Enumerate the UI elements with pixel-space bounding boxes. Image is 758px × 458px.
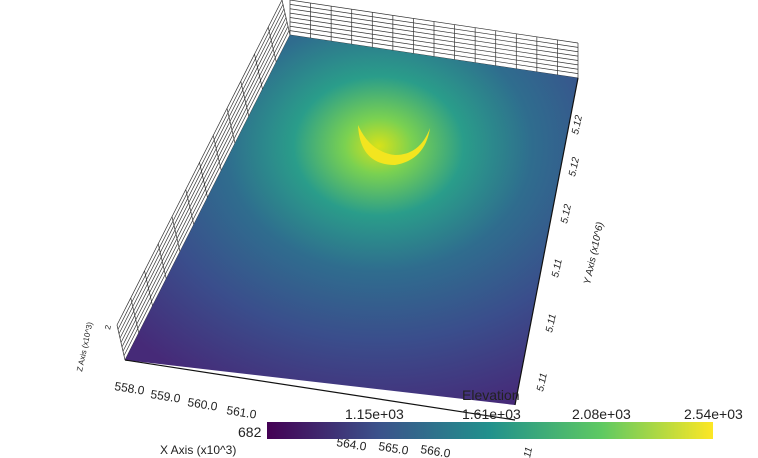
colorbar-tick-label: 1.61e+03	[462, 406, 521, 422]
z-axis-title: Z Axis (x10^3)	[75, 321, 94, 373]
colorbar-tick-label: 1.15e+03	[345, 406, 404, 422]
y-tick-label: 5.12	[567, 156, 582, 178]
terrain-surface	[125, 35, 578, 405]
x-tick-labels: 558.0 559.0 560.0 561.0 564.0 565.0 566.…	[114, 379, 452, 458]
x-tick-label: 566.0	[420, 442, 452, 458]
x-tick-label: 559.0	[150, 387, 182, 406]
grid-line	[116, 0, 283, 326]
crater-rim	[358, 125, 430, 165]
grid-line	[289, 12, 579, 57]
grid-line	[118, 8, 285, 334]
y-tick-label: 5.11	[535, 372, 550, 393]
x-tick-label: 561.0	[226, 403, 258, 422]
grid-line	[289, 21, 579, 66]
grid-line	[289, 0, 579, 44]
y-tick-label: 11	[522, 446, 535, 458]
y-tick-label: 5.11	[550, 258, 565, 279]
grid-line	[289, 4, 579, 48]
grid-line	[289, 17, 579, 61]
grid-line	[121, 21, 288, 348]
grid-line	[120, 17, 287, 343]
grid-line	[289, 8, 579, 53]
y-axis-title: Y Axis (x10^6)	[582, 221, 606, 286]
colorbar: Elevation 682 1.15e+03 1.61e+03 2.08e+03…	[238, 387, 743, 440]
grid-line	[122, 26, 289, 352]
y-tick-label: 5.12	[559, 203, 574, 225]
x-tick-label: 558.0	[114, 379, 146, 398]
y-tick-label: 5.12	[570, 114, 585, 136]
y-axis-line	[514, 77, 579, 406]
colorbar-title: Elevation	[462, 387, 520, 403]
grid-line	[123, 30, 290, 356]
colorbar-tick-label: 2.08e+03	[572, 406, 631, 422]
colorbar-min-label: 682	[238, 424, 262, 440]
colorbar-gradient	[267, 422, 713, 439]
grid-line	[289, 30, 579, 74]
z-axis-labels: Z Axis (x10^3) 2	[75, 321, 113, 373]
y-tick-label: 5.11	[544, 313, 559, 334]
grid-line	[289, 25, 579, 70]
x-tick-label: 564.0	[336, 435, 368, 454]
grid-line	[119, 12, 286, 339]
x-tick-label: 565.0	[378, 439, 410, 458]
x-tick-label: 560.0	[187, 395, 219, 414]
x-axis-line	[124, 359, 516, 421]
colorbar-tick-label: 2.54e+03	[684, 406, 743, 422]
z-tick-label: 2	[103, 324, 113, 331]
grid-line	[117, 4, 284, 330]
x-axis-title: X Axis (x10^3)	[160, 443, 236, 457]
